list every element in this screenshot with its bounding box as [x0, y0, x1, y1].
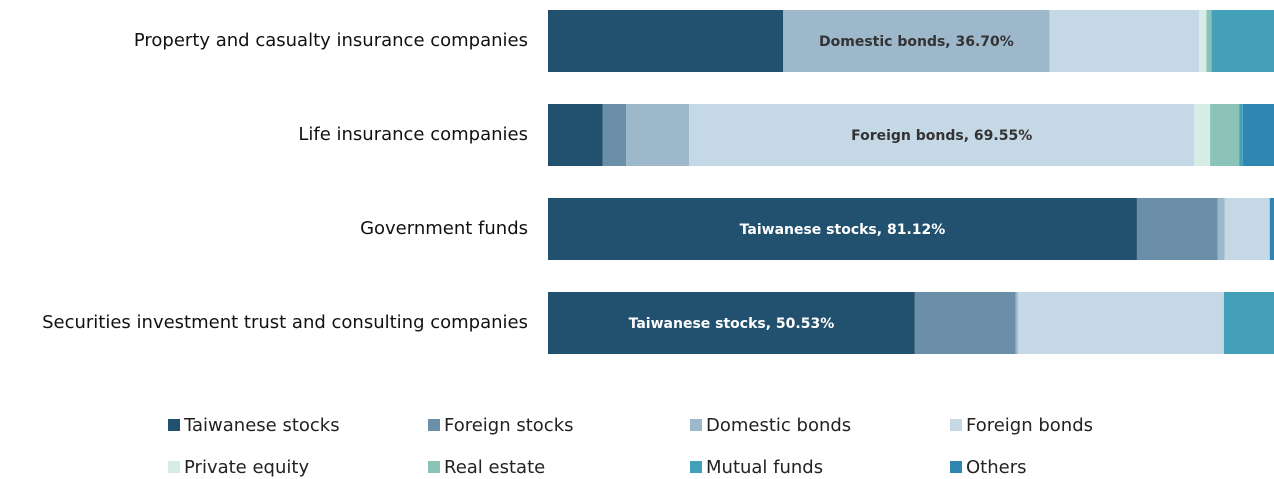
legend-swatch: [690, 461, 702, 473]
data-label: Taiwanese stocks, 81.12%: [740, 222, 946, 238]
bar-segment: [1136, 198, 1218, 260]
bar-segment: [689, 104, 1195, 166]
legend-swatch: [428, 419, 440, 431]
data-label: Taiwanese stocks, 50.53%: [629, 316, 835, 332]
legend-swatch: [690, 419, 702, 431]
legend-swatch: [950, 461, 962, 473]
category-label: Government funds: [360, 218, 528, 239]
legend-label: Domestic bonds: [706, 415, 851, 436]
legend-swatch: [428, 461, 440, 473]
legend-label: Private equity: [184, 457, 309, 478]
bar-segment: [1049, 10, 1200, 72]
bar-segment: [1206, 10, 1212, 72]
legend-swatch: [168, 461, 180, 473]
bar-segment: [783, 10, 1050, 72]
bar-segment: [548, 292, 915, 354]
bar-segment: [1217, 198, 1225, 260]
legend-label: Real estate: [444, 457, 545, 478]
bar-segment: [1223, 292, 1274, 354]
bar-segment: [1211, 10, 1274, 72]
data-label: Foreign bonds, 69.55%: [851, 128, 1032, 144]
bar-segment: [1210, 104, 1240, 166]
bar-segment: [548, 104, 603, 166]
legend-swatch: [950, 419, 962, 431]
legend-label: Others: [966, 457, 1027, 478]
bar-segment: [1239, 104, 1243, 166]
bar-segment: [1242, 104, 1274, 166]
category-label: Securities investment trust and consulti…: [42, 312, 528, 333]
bar-segment: [1194, 104, 1211, 166]
category-label: Property and casualty insurance companie…: [134, 30, 528, 51]
category-label: Life insurance companies: [298, 124, 528, 145]
bar-segment: [626, 104, 690, 166]
legend-swatch: [168, 419, 180, 431]
bar-segment: [1015, 292, 1018, 354]
bar-segment: [1199, 10, 1207, 72]
bar-segment: [1269, 198, 1274, 260]
bar-segment: [548, 198, 1137, 260]
bar-segment: [1017, 292, 1224, 354]
bar-segment: [914, 292, 1016, 354]
bar-segment: [548, 10, 784, 72]
legend-label: Foreign stocks: [444, 415, 574, 436]
legend-label: Taiwanese stocks: [183, 415, 340, 436]
data-label: Domestic bonds, 36.70%: [819, 34, 1014, 50]
legend-label: Mutual funds: [706, 457, 823, 478]
bar-segment: [1224, 198, 1270, 260]
bar-segment: [602, 104, 627, 166]
legend-label: Foreign bonds: [966, 415, 1093, 436]
